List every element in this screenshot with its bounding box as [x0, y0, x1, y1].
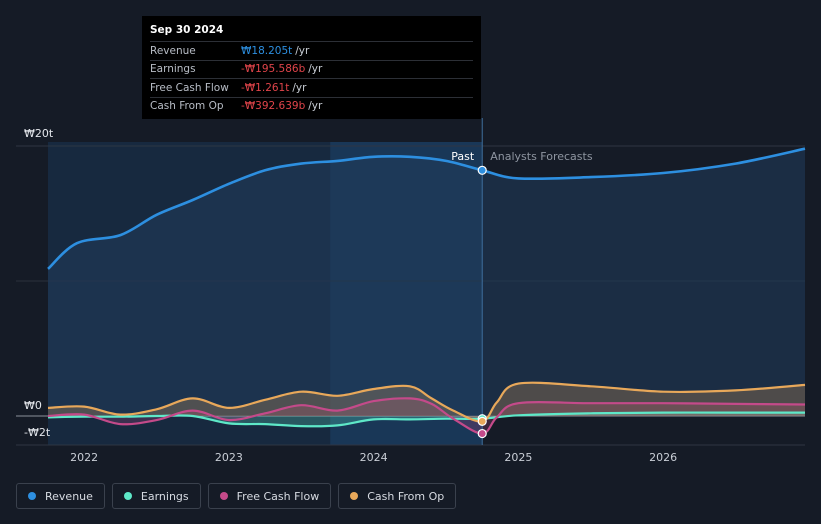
series-areas: [48, 148, 805, 434]
tooltip-row-cash-from-op: Cash From Op -₩392.639b /yr: [150, 96, 473, 116]
area-free-cash-flow: [48, 398, 805, 434]
past-label: Past: [451, 150, 475, 163]
tooltip-value: -₩195.586b: [241, 63, 306, 76]
x-tick-label: 2023: [215, 451, 243, 464]
y-tick-label: ₩0: [24, 399, 42, 412]
legend-item-cash-from-op[interactable]: Cash From Op: [338, 483, 457, 509]
legend-dot-icon: [219, 492, 228, 500]
legend-dot-icon: [123, 492, 132, 500]
marker-revenue: [477, 165, 487, 175]
x-axis-labels: 2022 2023 2024 2025 2026: [70, 451, 677, 464]
legend-item-free-cash-flow[interactable]: Free Cash Flow: [207, 483, 332, 509]
marker-free-cash-flow: [477, 428, 487, 439]
tooltip-unit: /yr: [308, 63, 323, 76]
y-axis-labels: ₩20t ₩0 -₩2t: [24, 127, 54, 439]
tooltip-unit: /yr: [295, 44, 310, 57]
legend: Revenue Earnings Free Cash Flow Cash Fro…: [16, 483, 457, 511]
tooltip-row-revenue: Revenue ₩18.205t /yr: [150, 41, 473, 60]
y-tick-label: ₩20t: [24, 127, 54, 140]
forecast-label: Analysts Forecasts: [490, 150, 593, 163]
tooltip-label: Cash From Op: [150, 100, 224, 113]
tooltip-label: Free Cash Flow: [150, 81, 229, 94]
tooltip-value: ₩18.205t: [241, 44, 293, 57]
tooltip-unit: /yr: [308, 100, 323, 113]
x-tick-label: 2022: [70, 451, 98, 464]
legend-dot-icon: [350, 492, 359, 500]
tooltip-markers: [477, 165, 487, 439]
tooltip-unit: /yr: [292, 81, 307, 94]
line-revenue: [47, 147, 806, 270]
line-earnings: [47, 411, 805, 428]
legend-label: Revenue: [45, 489, 93, 503]
tooltip: Sep 30 2024 Revenue ₩18.205t /yr Earning…: [142, 16, 481, 119]
legend-item-revenue[interactable]: Revenue: [16, 483, 105, 509]
area-revenue: [48, 148, 805, 416]
tooltip-label: Revenue: [150, 44, 196, 57]
x-tick-label: 2025: [504, 451, 532, 464]
tooltip-value: -₩392.639b: [241, 100, 306, 113]
legend-label: Earnings: [140, 489, 189, 503]
tooltip-label: Earnings: [150, 63, 196, 76]
tooltip-row-earnings: Earnings -₩195.586b /yr: [150, 59, 473, 79]
line-free-cash-flow: [47, 397, 806, 435]
x-tick-label: 2024: [360, 451, 388, 464]
line-cash-from-op: [47, 381, 806, 423]
y-tick-label: -₩2t: [24, 426, 51, 439]
legend-item-earnings[interactable]: Earnings: [111, 483, 201, 509]
legend-label: Cash From Op: [367, 489, 445, 503]
legend-dot-icon: [28, 492, 36, 500]
tooltip-row-free-cash-flow: Free Cash Flow -₩1.261t /yr: [150, 78, 473, 97]
x-tick-label: 2026: [649, 451, 677, 464]
legend-label: Free Cash Flow: [236, 489, 320, 503]
marker-cash-from-op: [477, 416, 487, 426]
tooltip-date: Sep 30 2024: [150, 24, 224, 36]
tooltip-value: -₩1.261t: [241, 81, 290, 94]
series-lines: [47, 147, 806, 435]
